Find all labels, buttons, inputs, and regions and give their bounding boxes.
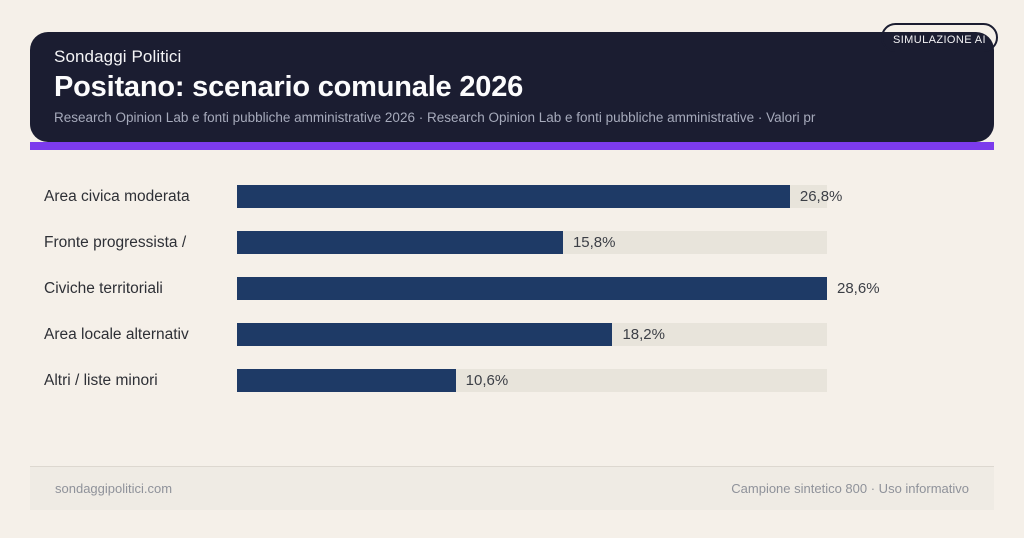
- bar: [237, 323, 613, 346]
- chart-row: Altri / liste minori 10,6%: [44, 369, 827, 392]
- bar: [237, 231, 563, 254]
- bar: [237, 277, 827, 300]
- bar-track: 26,8%: [237, 185, 842, 208]
- category-label: Area civica moderata: [44, 187, 190, 205]
- bar: [237, 185, 790, 208]
- value-label: 18,2%: [622, 326, 665, 343]
- footer-note: Campione sintetico 800 · Uso informativo: [731, 481, 969, 496]
- footer-source: sondaggipolitici.com: [55, 481, 173, 496]
- bar-track: 10,6%: [237, 369, 827, 392]
- accent-strip: [30, 142, 994, 150]
- chart-row: Area locale alternativ 18,2%: [44, 323, 827, 346]
- footer: sondaggipolitici.com Campione sintetico …: [30, 466, 994, 510]
- bar: [237, 369, 456, 392]
- category-label: Altri / liste minori: [44, 371, 158, 389]
- bar-track: 15,8%: [237, 231, 827, 254]
- value-label: 26,8%: [799, 188, 843, 205]
- bar-track: 18,2%: [237, 323, 827, 346]
- chart-row: Fronte progressista / 15,8%: [44, 231, 827, 254]
- page-subtitle: Research Opinion Lab e fonti pubbliche a…: [54, 110, 816, 125]
- chart-row: Area civica moderata 26,8%: [44, 185, 842, 208]
- chart-row: Civiche territoriali 28,6%: [44, 277, 880, 300]
- category-label: Area locale alternativ: [44, 325, 189, 343]
- header-card: Sondaggi Politici Positano: scenario com…: [30, 32, 994, 142]
- bar-chart: Area civica moderata 26,8% Fronte progre…: [44, 185, 880, 415]
- page-title: Positano: scenario comunale 2026: [54, 71, 524, 103]
- simulation-badge: SIMULAZIONE AI: [881, 23, 998, 52]
- brand-kicker: Sondaggi Politici: [54, 47, 182, 66]
- value-label: 28,6%: [837, 280, 880, 297]
- value-label: 15,8%: [572, 234, 616, 251]
- value-label: 10,6%: [465, 372, 509, 389]
- simulation-badge-label: SIMULAZIONE AI: [892, 33, 986, 46]
- bar-track: 28,6%: [237, 277, 880, 300]
- category-label: Fronte progressista /: [44, 233, 187, 251]
- category-label: Civiche territoriali: [44, 279, 163, 297]
